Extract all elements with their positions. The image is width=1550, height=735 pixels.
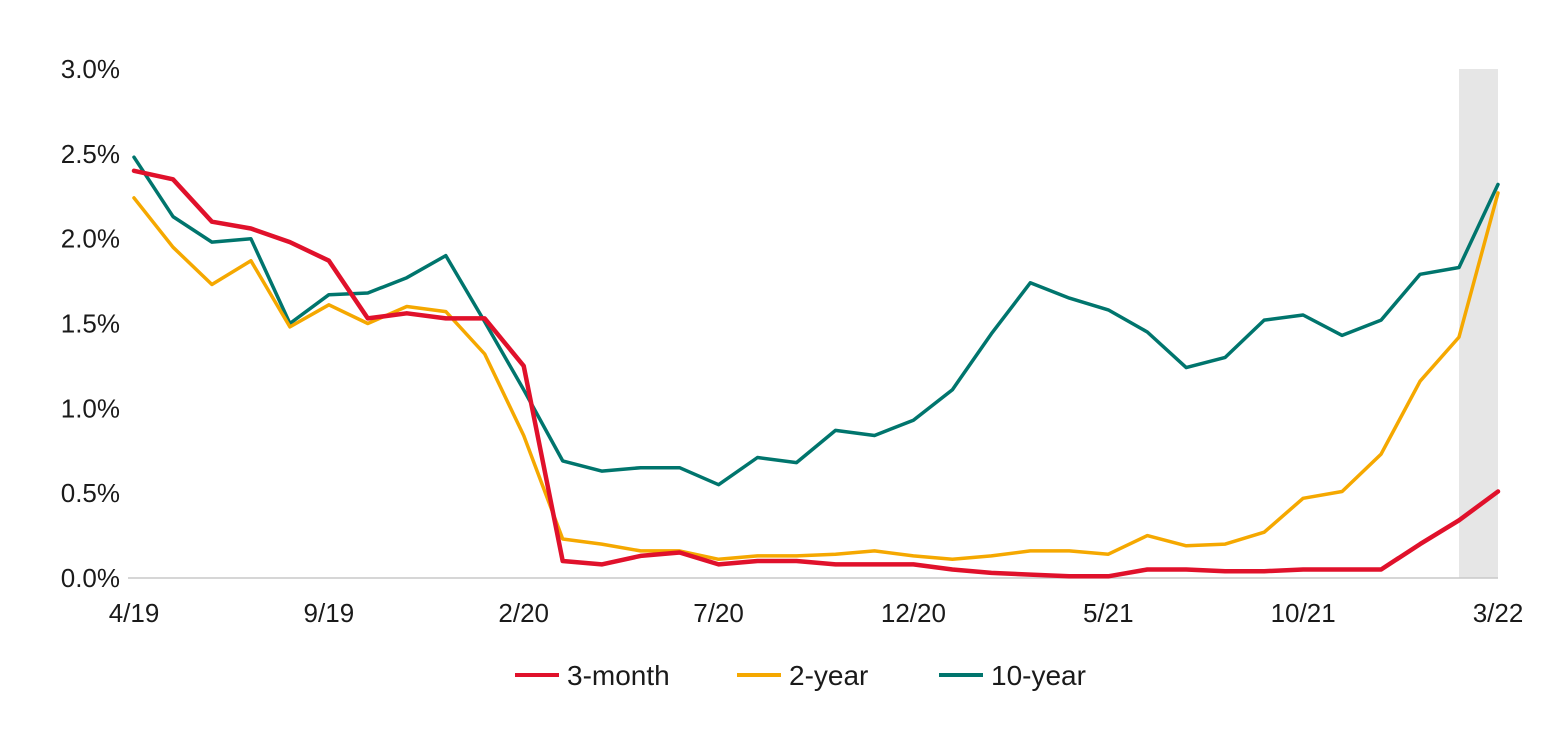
x-tick-label: 10/21: [1271, 598, 1336, 628]
legend-item: 10-year: [939, 660, 1086, 691]
y-tick-label: 1.0%: [61, 393, 120, 423]
y-tick-label: 2.5%: [61, 139, 120, 169]
y-tick-label: 2.0%: [61, 224, 120, 254]
x-tick-label: 2/20: [498, 598, 549, 628]
series-line-10-year: [132, 155, 1500, 487]
shaded-region-layer: [1459, 69, 1498, 578]
series-line-2-year: [132, 191, 1500, 562]
shaded-region: [1459, 69, 1498, 578]
series-lines: [131, 155, 1501, 579]
legend-label: 10-year: [991, 660, 1086, 691]
x-tick-label: 9/19: [304, 598, 355, 628]
legend-label: 2-year: [789, 660, 868, 691]
x-axis-tick-labels: 4/19 9/19 2/20 7/20 12/20 5/21 10/21 3/22: [109, 598, 1524, 628]
legend-item: 3-month: [515, 660, 670, 691]
x-tick-label: 5/21: [1083, 598, 1134, 628]
x-tick-label: 3/22: [1473, 598, 1524, 628]
legend-label: 3-month: [567, 660, 670, 691]
series-line-3-month: [131, 168, 1501, 579]
y-tick-label: 3.0%: [61, 54, 120, 84]
y-axis-tick-labels: 3.0% 2.5% 2.0% 1.5% 1.0% 0.5% 0.0%: [61, 54, 120, 593]
y-tick-label: 0.5%: [61, 478, 120, 508]
legend-item: 2-year: [737, 660, 868, 691]
x-tick-label: 7/20: [693, 598, 744, 628]
y-tick-label: 0.0%: [61, 563, 120, 593]
x-tick-label: 4/19: [109, 598, 160, 628]
legend: 3-month 2-year 10-year: [515, 660, 1086, 691]
y-tick-label: 1.5%: [61, 309, 120, 339]
x-tick-label: 12/20: [881, 598, 946, 628]
